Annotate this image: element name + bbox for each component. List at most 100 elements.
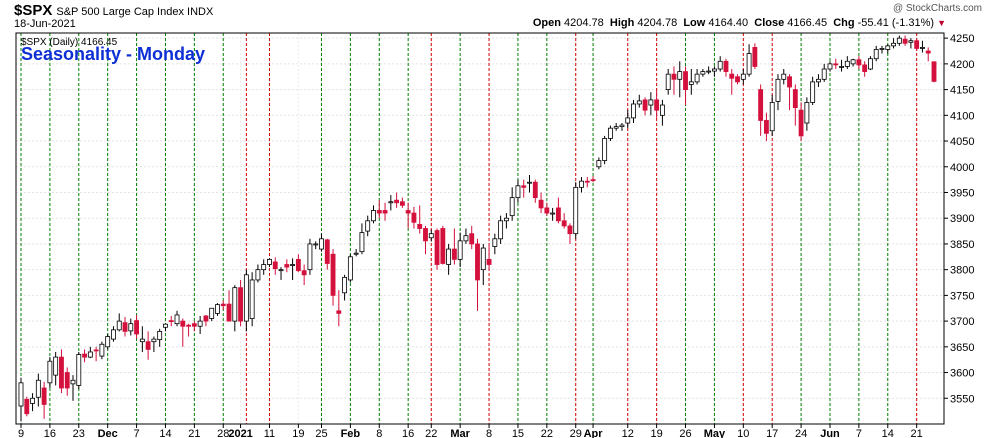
candle-body: [862, 64, 868, 72]
candle-body: [573, 186, 579, 235]
candle-body: [798, 109, 804, 137]
candle-body: [769, 102, 775, 132]
candle-body: [839, 66, 844, 68]
x-tick-label: 9: [18, 428, 24, 438]
x-tick-label: 21: [188, 428, 200, 438]
candle-body: [434, 230, 440, 265]
x-tick-label: 29: [570, 428, 582, 438]
y-tick-label: 4200: [950, 59, 974, 71]
y-tick-label: 3650: [950, 342, 974, 354]
candle-body: [885, 45, 891, 50]
candle-body: [457, 240, 463, 260]
candle-body: [787, 76, 792, 88]
candle-body: [116, 320, 122, 331]
candle-body: [521, 185, 527, 188]
candle-body: [243, 274, 249, 322]
candle-body: [186, 324, 191, 327]
candle-body: [405, 210, 411, 214]
candle-body: [238, 287, 244, 322]
candle-body: [602, 138, 608, 161]
candle-body: [191, 323, 197, 327]
x-tick-label: May: [704, 428, 726, 438]
candle-body: [590, 179, 596, 182]
candle-body: [827, 63, 833, 70]
candle-body: [735, 76, 740, 83]
x-tick-label: 19: [651, 428, 663, 438]
candle-body: [729, 73, 735, 79]
candle-body: [267, 258, 272, 265]
candle-body: [353, 252, 359, 255]
candle-body: [694, 73, 700, 83]
candle-body: [764, 120, 769, 134]
candle-body: [423, 228, 428, 242]
candle-body: [399, 201, 405, 206]
candle-body: [359, 232, 365, 253]
candle-body: [99, 343, 105, 357]
x-tick-label: 26: [679, 428, 691, 438]
candle-body: [163, 323, 168, 328]
x-tick-label: Feb: [341, 428, 361, 438]
candle-body: [313, 243, 319, 246]
candle-body: [261, 264, 267, 271]
x-tick-label: 25: [315, 428, 327, 438]
chg-label: Chg: [833, 17, 855, 29]
candle-body: [821, 68, 827, 80]
candle-body: [53, 356, 59, 376]
x-tick-label: 2021: [228, 428, 252, 438]
candle-body: [775, 78, 781, 102]
candle-body: [128, 323, 134, 332]
candle-body: [232, 287, 238, 322]
candle-body: [330, 253, 336, 296]
candle-body: [440, 228, 446, 264]
candle-body: [394, 199, 400, 204]
down-triangle-icon: ▼: [937, 18, 946, 28]
monday-markers: [20, 33, 918, 424]
candle-body: [365, 220, 371, 232]
x-tick-label: 14: [159, 428, 171, 438]
candle-body: [307, 243, 313, 271]
close-value: 4166.45: [787, 17, 828, 29]
candle-body: [868, 58, 873, 70]
x-tick-label: 19: [292, 428, 304, 438]
low-label: Low: [683, 17, 706, 29]
candle-body: [850, 59, 856, 65]
candle-body: [567, 225, 573, 235]
candle-body: [752, 47, 758, 67]
candle-body: [255, 269, 261, 281]
y-tick-label: 3700: [950, 316, 974, 328]
candle-body: [515, 185, 521, 199]
y-tick-label: 4150: [950, 85, 974, 97]
candle-body: [295, 258, 301, 272]
candle-body: [625, 117, 631, 124]
y-tick-label: 3550: [950, 393, 974, 405]
candle-body: [503, 217, 509, 222]
candle-body: [746, 53, 752, 75]
x-tick-label: Mar: [450, 428, 470, 438]
candle-body: [659, 104, 665, 116]
candle-body: [226, 303, 232, 322]
candle-body: [417, 223, 423, 229]
candle-body: [804, 102, 810, 124]
chart-date: 18-Jun-2021: [14, 18, 76, 30]
candle-body: [810, 81, 816, 103]
candle-body: [382, 210, 388, 214]
candle-body: [486, 258, 492, 265]
candle-body: [902, 38, 908, 44]
candle-body: [700, 71, 706, 75]
candle-body: [711, 68, 717, 72]
grid: [16, 33, 944, 424]
candle-body: [792, 89, 798, 108]
candle-body: [463, 235, 469, 242]
candle-body: [122, 322, 128, 332]
candle-body: [59, 356, 64, 389]
y-tick-label: 3600: [950, 368, 974, 380]
candle-body: [740, 73, 746, 80]
candle-body: [723, 60, 729, 72]
candle-body: [324, 239, 330, 264]
candle-body: [347, 256, 353, 281]
candle-body: [931, 61, 937, 82]
watermark: @ StockCharts.com: [892, 3, 982, 14]
candle-body: [388, 201, 394, 204]
candle-body: [925, 50, 931, 54]
candle-body: [665, 73, 671, 90]
